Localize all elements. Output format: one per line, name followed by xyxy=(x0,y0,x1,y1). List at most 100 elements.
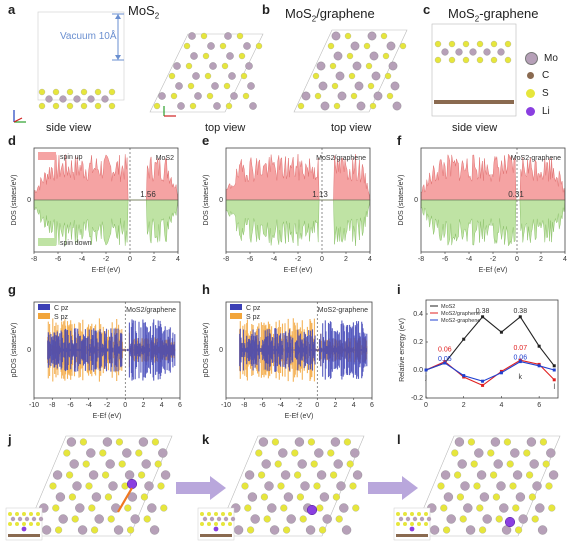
s-atom xyxy=(492,493,500,501)
annotation-4: 0.07 xyxy=(513,345,527,352)
mo-atom xyxy=(496,481,506,491)
panel-label-k: k xyxy=(202,432,210,447)
mo-atom xyxy=(207,42,215,50)
mo-atom xyxy=(388,61,398,71)
mo-atom xyxy=(499,503,509,513)
s-atom xyxy=(515,526,523,534)
s-atom xyxy=(531,515,539,523)
mo-atom xyxy=(367,31,377,41)
s-atom xyxy=(352,504,360,512)
s-atom xyxy=(206,92,214,100)
mo-atom xyxy=(233,525,244,535)
s-atom xyxy=(15,522,19,526)
mo-atom xyxy=(245,62,253,70)
side-view-caption-c: side view xyxy=(452,122,498,134)
pdos-plot-h: -10 -8 -6 -4 -2 0 2 4 6 0 pDOS (states/eV) E-Ef (eV… xyxy=(203,301,374,420)
mo-atom xyxy=(58,514,68,524)
mos2-side-view-structure xyxy=(37,11,125,110)
s-atom xyxy=(424,512,428,516)
s-atom xyxy=(417,512,421,516)
data-point xyxy=(518,315,522,319)
s-atom xyxy=(168,72,176,80)
s-atom xyxy=(151,438,159,446)
s-atom xyxy=(365,62,373,70)
diffusion-path xyxy=(117,487,133,513)
s-atom xyxy=(228,512,232,516)
mo-atom xyxy=(493,459,503,469)
x-tick-label: -2 xyxy=(296,402,302,409)
data-point xyxy=(537,364,541,368)
mo-atom xyxy=(443,492,454,502)
s-atom xyxy=(200,522,204,526)
x-axis-label: E-Ef (eV) xyxy=(285,413,314,420)
panel-label-i: i xyxy=(397,282,401,297)
s-atom xyxy=(225,102,233,110)
s-atom xyxy=(473,482,481,490)
s-atom xyxy=(503,438,511,446)
s-atom xyxy=(399,42,407,50)
plot-name: MoS2 xyxy=(156,155,174,162)
s-atom xyxy=(343,438,351,446)
s-atom xyxy=(189,102,197,110)
mo-atom xyxy=(244,470,255,480)
li-atom-inset xyxy=(21,526,27,532)
mo-atom xyxy=(356,101,366,111)
s-atom xyxy=(66,471,74,479)
data-point xyxy=(552,368,556,372)
s-atom xyxy=(107,515,115,523)
s-atom xyxy=(214,512,218,516)
legend-entry-0: MoS2 xyxy=(441,304,455,310)
s-atom xyxy=(437,482,445,490)
s-atom xyxy=(440,504,448,512)
mo-atom xyxy=(301,91,311,101)
s-atom xyxy=(526,471,534,479)
mo-atom xyxy=(369,51,379,61)
panel-label-j: j xyxy=(8,432,12,447)
mo-atom xyxy=(330,437,341,447)
s-atom xyxy=(314,92,322,100)
mo-atom xyxy=(108,481,118,491)
s-atom xyxy=(8,512,12,516)
mo-atom xyxy=(386,41,396,51)
s-atom xyxy=(22,522,26,526)
panel-label-f: f xyxy=(397,133,402,148)
x-tick-label: 0 xyxy=(123,402,127,409)
s-atom xyxy=(329,62,337,70)
s-atom xyxy=(417,522,421,526)
x-tick-label: -4 xyxy=(271,256,277,263)
s-atom xyxy=(528,493,536,501)
s-atom xyxy=(223,82,231,90)
x-tick-label: -2 xyxy=(295,256,301,263)
mo-atom xyxy=(426,516,432,522)
x-tick-label: -2 xyxy=(490,256,496,263)
x-axis-label: E-Ef (eV) xyxy=(92,267,121,274)
s-atom xyxy=(350,92,358,100)
s-atom xyxy=(277,482,285,490)
panel-label-c: c xyxy=(423,2,431,17)
mo-atom xyxy=(202,516,208,522)
mo-atom xyxy=(94,514,104,524)
y-axis-label: pDOS (states/eV) xyxy=(11,323,18,378)
li-atom xyxy=(306,504,318,516)
mo-atom xyxy=(350,448,360,458)
pdos-plot-g: -10 -8 -6 -4 -2 0 2 4 6 0 pDOS (states/eV) E-Ef (eV… xyxy=(11,301,182,420)
y-tick-label: 0 xyxy=(219,347,223,354)
s-atom xyxy=(99,449,107,457)
mo-atom xyxy=(535,503,545,513)
mo-atom xyxy=(283,492,294,502)
panel-label-e: e xyxy=(202,133,210,148)
mo-atom xyxy=(17,516,23,522)
s-atom xyxy=(15,512,19,516)
y-axis-label: DOS (states/eV) xyxy=(11,175,18,226)
axes-icon-a2 xyxy=(163,106,176,117)
mo-atom xyxy=(352,470,363,480)
mo-icon xyxy=(525,52,538,65)
mo-atom xyxy=(337,91,347,101)
band-gap-label: 1.13 xyxy=(312,190,328,199)
x-tick-label: -10 xyxy=(221,402,231,409)
side-view-caption-a: side view xyxy=(46,122,92,134)
y-axis-label: Relative energy (eV) xyxy=(399,318,406,382)
panel-label-a: a xyxy=(8,2,16,17)
title-a: MoS2 xyxy=(128,3,160,21)
spin-down-area xyxy=(420,199,566,247)
